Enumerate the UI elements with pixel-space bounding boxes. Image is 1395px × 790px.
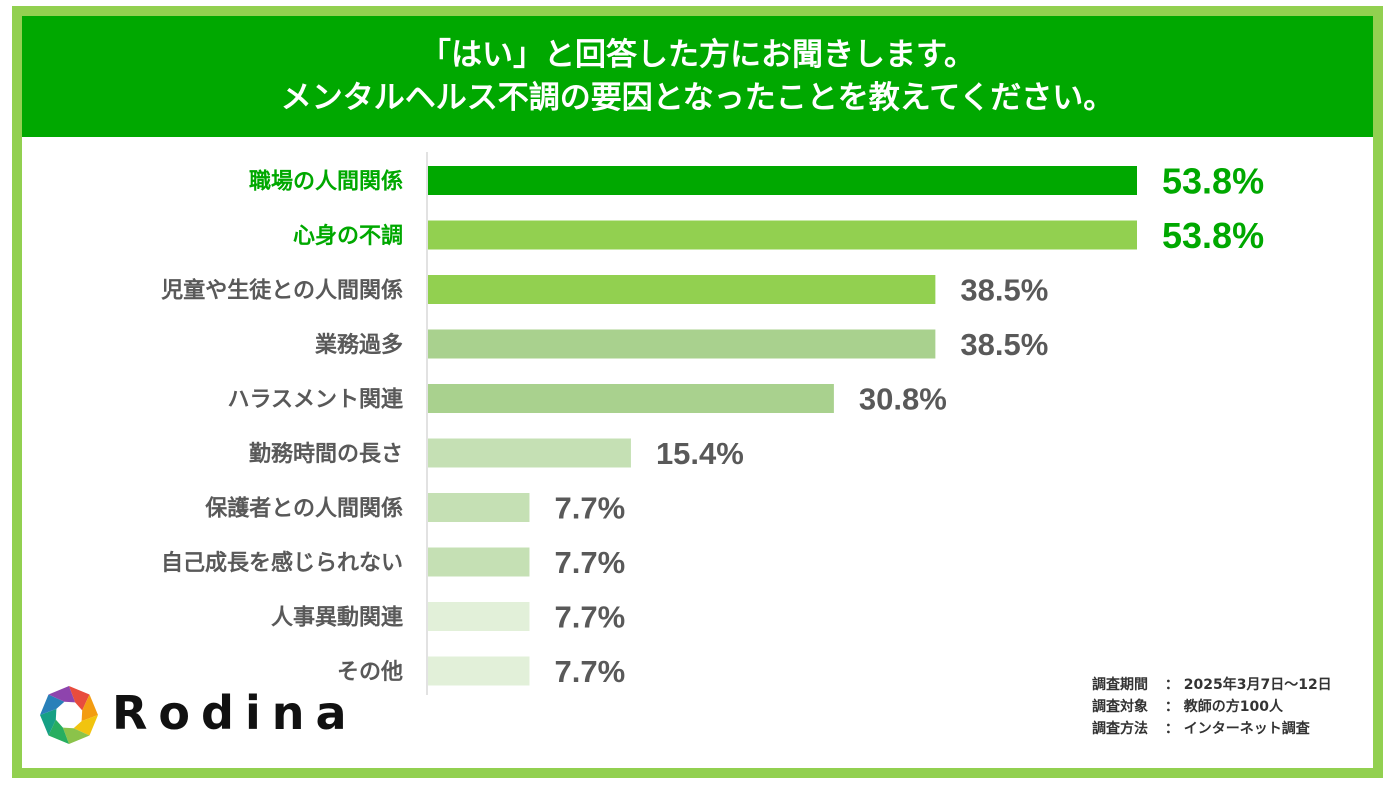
category-label: 自己成長を感じられない	[161, 550, 403, 576]
bar	[428, 384, 834, 413]
bar	[428, 656, 530, 686]
category-label: 心身の不調	[293, 223, 403, 249]
value-label: 53.8%	[1162, 215, 1264, 256]
value-label: 30.8%	[859, 382, 947, 417]
chart-title: 「はい」と回答した方にお聞きします。 メンタルヘルス不調の要因となったことを教え…	[22, 16, 1373, 137]
note-sep: ：	[1160, 677, 1184, 693]
note-key: 調査対象	[1092, 699, 1148, 715]
category-label: 勤務時間の長さ	[249, 441, 403, 467]
note-value: インターネット調査	[1183, 721, 1310, 737]
value-label: 7.7%	[554, 600, 625, 635]
note-sep: ：	[1160, 721, 1184, 737]
category-label: 職場の人間関係	[249, 169, 403, 195]
category-label: ハラスメント関連	[227, 388, 404, 413]
bar	[428, 547, 530, 577]
value-label: 38.5%	[960, 327, 1048, 362]
note-key: 調査期間	[1092, 677, 1148, 693]
note-value: 2025年3月7日〜12日	[1183, 677, 1332, 693]
note-value: 教師の方100人	[1183, 699, 1283, 715]
bar	[428, 166, 1137, 195]
bar	[428, 220, 1137, 250]
bar	[428, 275, 936, 304]
value-label: 7.7%	[554, 654, 625, 689]
survey-note-period: 調査期間 ： 2025年3月7日〜12日	[1092, 674, 1332, 696]
survey-note-method: 調査方法 ： インターネット調査	[1092, 718, 1332, 740]
logo-text: Rodina	[112, 686, 358, 740]
chart-frame: 「はい」と回答した方にお聞きします。 メンタルヘルス不調の要因となったことを教え…	[12, 6, 1383, 778]
aperture-blade	[81, 694, 98, 722]
value-label: 7.7%	[554, 545, 625, 580]
category-label: 業務過多	[315, 332, 403, 358]
category-label: 人事異動関連	[271, 605, 404, 631]
bar	[428, 438, 631, 468]
title-line-2: メンタルヘルス不調の要因となったことを教えてください。	[280, 80, 1115, 116]
survey-notes: 調査期間 ： 2025年3月7日〜12日 調査対象 ： 教師の方100人 調査方…	[1092, 674, 1332, 740]
category-label: その他	[337, 660, 403, 685]
note-key: 調査方法	[1092, 721, 1148, 737]
aperture-center	[60, 706, 78, 724]
aperture-blade	[48, 719, 69, 744]
aperture-blade	[40, 708, 57, 736]
category-label: 児童や生徒との人間関係	[160, 278, 403, 304]
survey-note-target: 調査対象 ： 教師の方100人	[1092, 696, 1332, 718]
value-label: 15.4%	[656, 436, 744, 471]
aperture-icon	[40, 686, 98, 744]
rodina-logo: Rodina	[38, 684, 378, 744]
value-label: 53.8%	[1162, 161, 1264, 202]
aperture-blade	[40, 694, 65, 715]
bar	[428, 602, 530, 631]
title-line-1: 「はい」と回答した方にお聞きします。	[420, 37, 975, 73]
aperture-blade	[73, 715, 98, 736]
category-label: 保護者との人間関係	[204, 496, 403, 522]
aperture-blade	[69, 686, 90, 711]
aperture-blade	[62, 727, 90, 744]
value-label: 7.7%	[554, 491, 625, 526]
bar	[428, 329, 936, 359]
aperture-blade	[48, 686, 76, 703]
note-sep: ：	[1160, 699, 1184, 715]
value-label: 38.5%	[960, 273, 1048, 308]
bar	[428, 493, 530, 522]
